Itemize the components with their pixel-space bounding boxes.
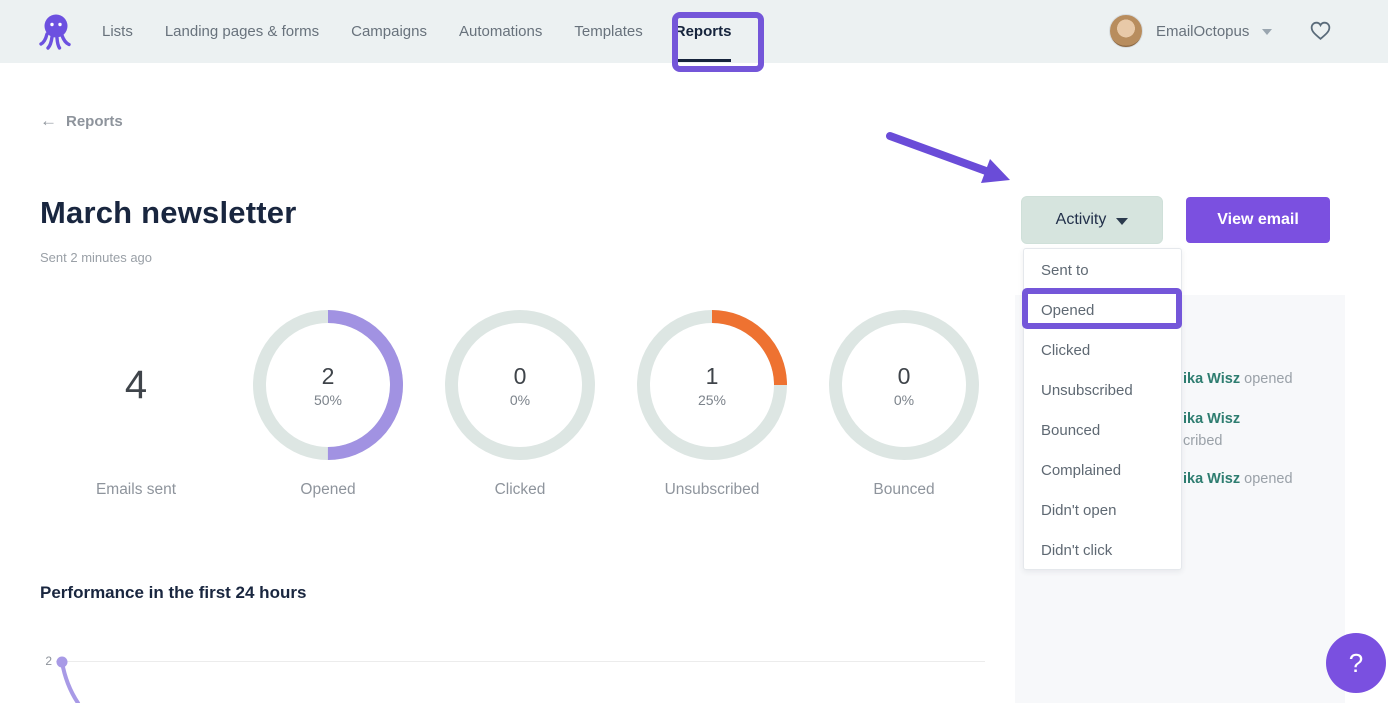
chevron-down-icon: [1262, 29, 1273, 35]
menu-item-unsubscribed[interactable]: Unsubscribed: [1041, 381, 1133, 399]
nav-item-lists[interactable]: Lists: [102, 23, 133, 40]
bounced-percent: 0%: [893, 391, 915, 408]
stat-bounced: 0 0% Bounced: [808, 310, 1000, 499]
performance-section-heading: Performance in the first 24 hours: [40, 583, 307, 602]
feed-item-unsubscribed[interactable]: ika Wisz cribed: [1183, 408, 1240, 452]
unsubscribed-donut-chart: [637, 310, 787, 460]
unsubscribed-value: 1: [705, 362, 719, 389]
menu-item-bounced[interactable]: Bounced: [1041, 421, 1101, 439]
stat-label: Clicked: [494, 481, 546, 498]
nav-item-campaigns[interactable]: Campaigns: [351, 23, 427, 40]
menu-item-opened[interactable]: Opened: [1041, 301, 1095, 319]
bounced-donut-chart: [829, 310, 979, 460]
chart-gridline: [56, 661, 985, 662]
campaign-stats: 4 Emails sent 2 50% Opened 0 0%: [40, 310, 1000, 499]
menu-item-clicked[interactable]: Clicked: [1041, 341, 1091, 359]
page-title: March newsletter: [40, 195, 297, 230]
chart-y-tick: 2: [45, 654, 52, 668]
view-email-button[interactable]: View email: [1186, 197, 1330, 243]
account-menu[interactable]: EmailOctopus: [1109, 14, 1273, 48]
opened-percent: 50%: [313, 391, 343, 408]
feed-contact-name[interactable]: ika Wisz: [1183, 371, 1241, 387]
clicked-percent: 0%: [509, 391, 531, 408]
sent-status: Sent 2 minutes ago: [40, 250, 153, 265]
menu-item-complained[interactable]: Complained: [1041, 461, 1122, 479]
nav-item-landing-pages[interactable]: Landing pages & forms: [164, 23, 320, 40]
nav-item-reports[interactable]: Reports: [674, 0, 732, 63]
activity-dropdown-button[interactable]: Activity: [1021, 196, 1163, 244]
feed-action: opened: [1244, 371, 1293, 387]
stat-emails-sent: 4 Emails sent: [40, 310, 232, 499]
stat-clicked: 0 0% Clicked: [424, 310, 616, 499]
feed-item-opened[interactable]: ika Wisz opened: [1183, 468, 1293, 490]
menu-item-didnt-open[interactable]: Didn't open: [1041, 501, 1117, 519]
bounced-value: 0: [897, 362, 911, 389]
menu-item-didnt-click[interactable]: Didn't click: [1041, 541, 1113, 559]
clicked-value: 0: [513, 362, 527, 389]
stat-label: Opened: [300, 481, 356, 498]
chevron-down-icon: [1116, 217, 1129, 225]
back-link-label: Reports: [66, 112, 123, 130]
nav-item-automations[interactable]: Automations: [458, 23, 543, 40]
feed-action: cribed: [1183, 433, 1223, 449]
heart-icon[interactable]: [1308, 18, 1333, 43]
activity-dropdown-menu: Sent to Opened Clicked Unsubscribed Boun…: [1023, 248, 1182, 570]
menu-item-sent-to[interactable]: Sent to: [1041, 261, 1089, 279]
feed-item-opened[interactable]: ika Wisz opened: [1183, 368, 1293, 390]
stat-label: Emails sent: [95, 481, 177, 498]
performance-line-chart: [56, 656, 80, 703]
main-nav: Lists Landing pages & forms Campaigns Au…: [102, 0, 732, 63]
emails-sent-value: 4: [124, 362, 148, 407]
opened-donut-chart: [253, 310, 403, 460]
avatar[interactable]: [1109, 14, 1143, 48]
feed-contact-name[interactable]: ika Wisz: [1183, 471, 1241, 487]
feed-action: opened: [1244, 471, 1293, 487]
stat-opened: 2 50% Opened: [232, 310, 424, 499]
account-name: EmailOctopus: [1156, 22, 1250, 40]
help-button[interactable]: ?: [1326, 633, 1386, 693]
stat-label: Unsubscribed: [664, 481, 760, 498]
active-tab-underline: [674, 59, 732, 62]
stat-unsubscribed: 1 25% Unsubscribed: [616, 310, 808, 499]
back-arrow-icon: ←: [40, 111, 57, 130]
opened-value: 2: [321, 362, 335, 389]
unsubscribed-percent: 25%: [697, 391, 727, 408]
feed-contact-name[interactable]: ika Wisz: [1183, 411, 1241, 427]
nav-item-reports-label: Reports: [674, 23, 732, 40]
clicked-donut-chart: [445, 310, 595, 460]
top-navigation: Lists Landing pages & forms Campaigns Au…: [0, 0, 1388, 63]
activity-button-label: Activity: [1055, 211, 1107, 228]
octopus-logo-icon[interactable]: [38, 13, 74, 51]
nav-item-templates[interactable]: Templates: [574, 23, 643, 40]
back-to-reports-link[interactable]: ← Reports: [40, 111, 123, 131]
annotation-arrow-icon: [886, 132, 1010, 183]
stat-label: Bounced: [873, 481, 935, 498]
